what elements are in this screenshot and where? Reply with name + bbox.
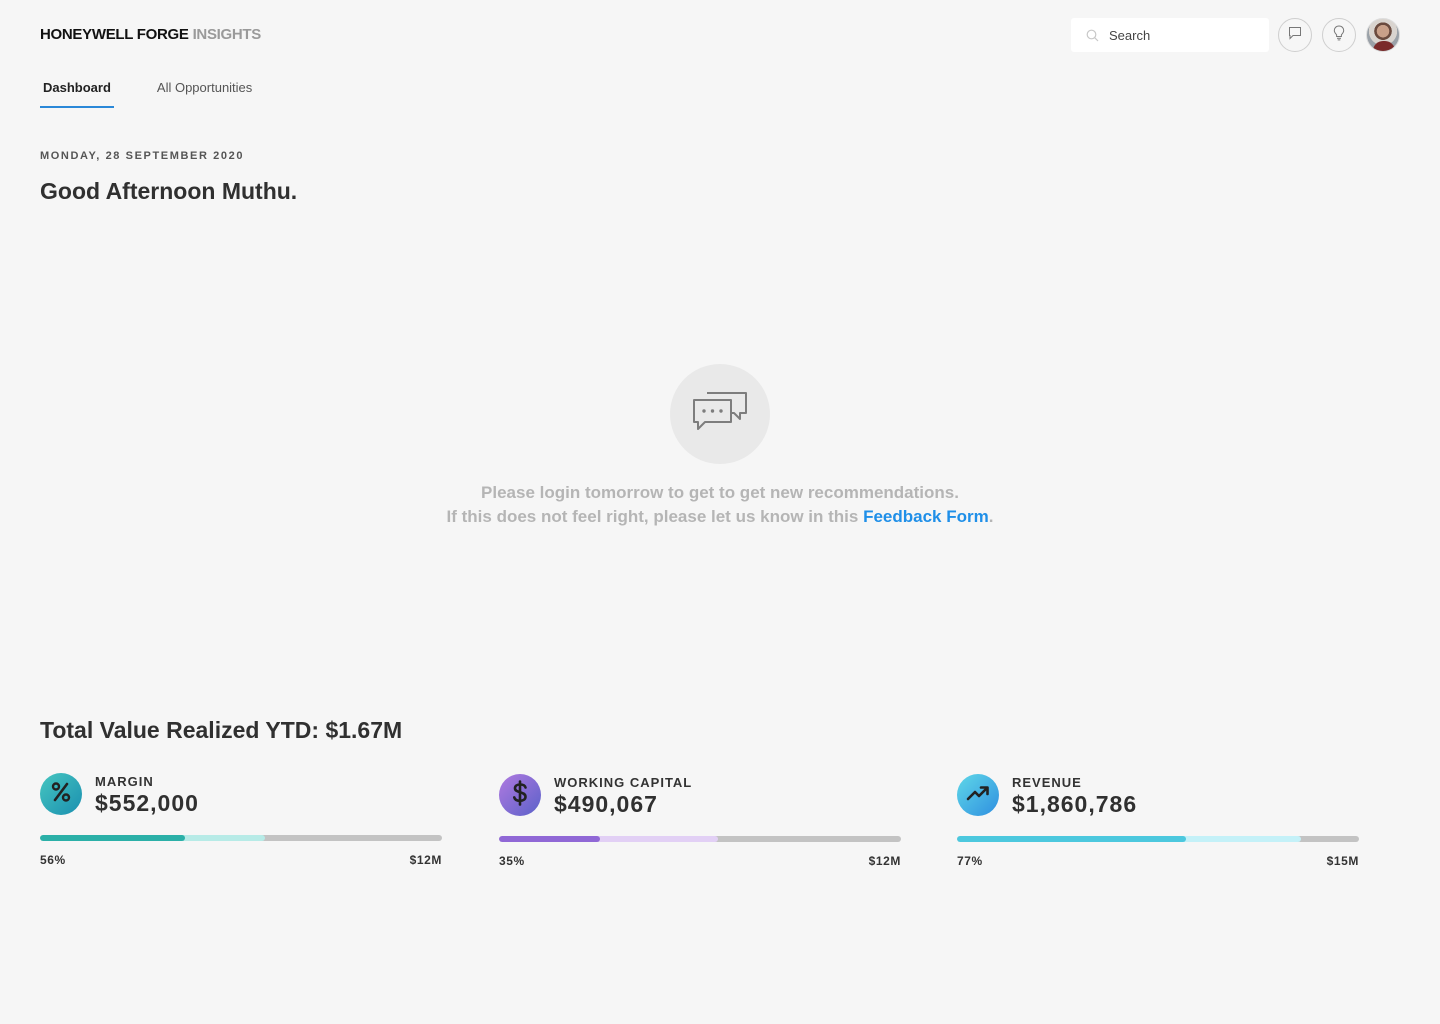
progress-fill-realized [957,836,1187,842]
progress-bar [957,836,1359,842]
progress-fill-realized [499,836,600,842]
tab-all-opportunities[interactable]: All Opportunities [156,80,253,95]
metric-target: $12M [409,853,442,867]
tab-dashboard[interactable]: Dashboard [40,80,114,108]
percent-icon [49,780,73,809]
chat-icon [1288,26,1302,45]
user-avatar[interactable] [1366,18,1400,52]
metric-label: WORKING CAPITAL [554,775,693,790]
metric-percent: 35% [499,854,525,868]
product-name: INSIGHTS [192,26,262,43]
brand-name: HONEYWELL FORGE [40,26,189,43]
metric-badge [957,774,999,816]
current-date: MONDAY, 28 SEPTEMBER 2020 [40,150,245,162]
chat-bubbles-icon [691,390,749,439]
metric-label: MARGIN [95,774,154,789]
trending-up-icon [966,783,990,808]
feedback-prefix: If this does not feel right, please let … [446,507,864,526]
metric-value: $552,000 [95,790,199,816]
avatar-image [1373,41,1395,51]
metric-target: $15M [1326,854,1359,868]
lightbulb-icon [1333,24,1345,46]
progress-bar [499,836,901,842]
app-logo[interactable]: HONEYWELL FORGE INSIGHTS [40,26,261,43]
metric-badge [40,773,82,815]
metric-percent: 56% [40,853,66,867]
search-box[interactable] [1071,18,1269,52]
metric-badge [499,774,541,816]
total-value-title: Total Value Realized YTD: $1.67M [40,717,403,743]
metric-value: $1,860,786 [1012,791,1138,817]
progress-fill-percent [499,836,719,842]
main-tabs: Dashboard All Opportunities [40,80,295,108]
empty-state-message: Please login tomorrow to get to get new … [481,483,959,502]
insights-button[interactable] [1322,18,1356,52]
page-title: Good Afternoon Muthu. [40,178,298,204]
metric-label: REVENUE [1012,775,1082,790]
feedback-form-link[interactable]: Feedback Form [863,507,989,526]
metric-percent: 77% [957,854,983,868]
metric-target: $12M [868,854,901,868]
search-input[interactable] [1109,27,1259,43]
dollar-icon [508,779,532,811]
feedback-message: If this does not feel right, please let … [0,507,1440,527]
progress-fill-realized [40,835,185,841]
feedback-suffix: . [988,507,994,526]
metric-value: $490,067 [554,791,658,817]
messages-button[interactable] [1278,18,1312,52]
search-icon [1085,28,1099,42]
empty-state-illustration [670,364,770,464]
progress-bar [40,835,442,841]
